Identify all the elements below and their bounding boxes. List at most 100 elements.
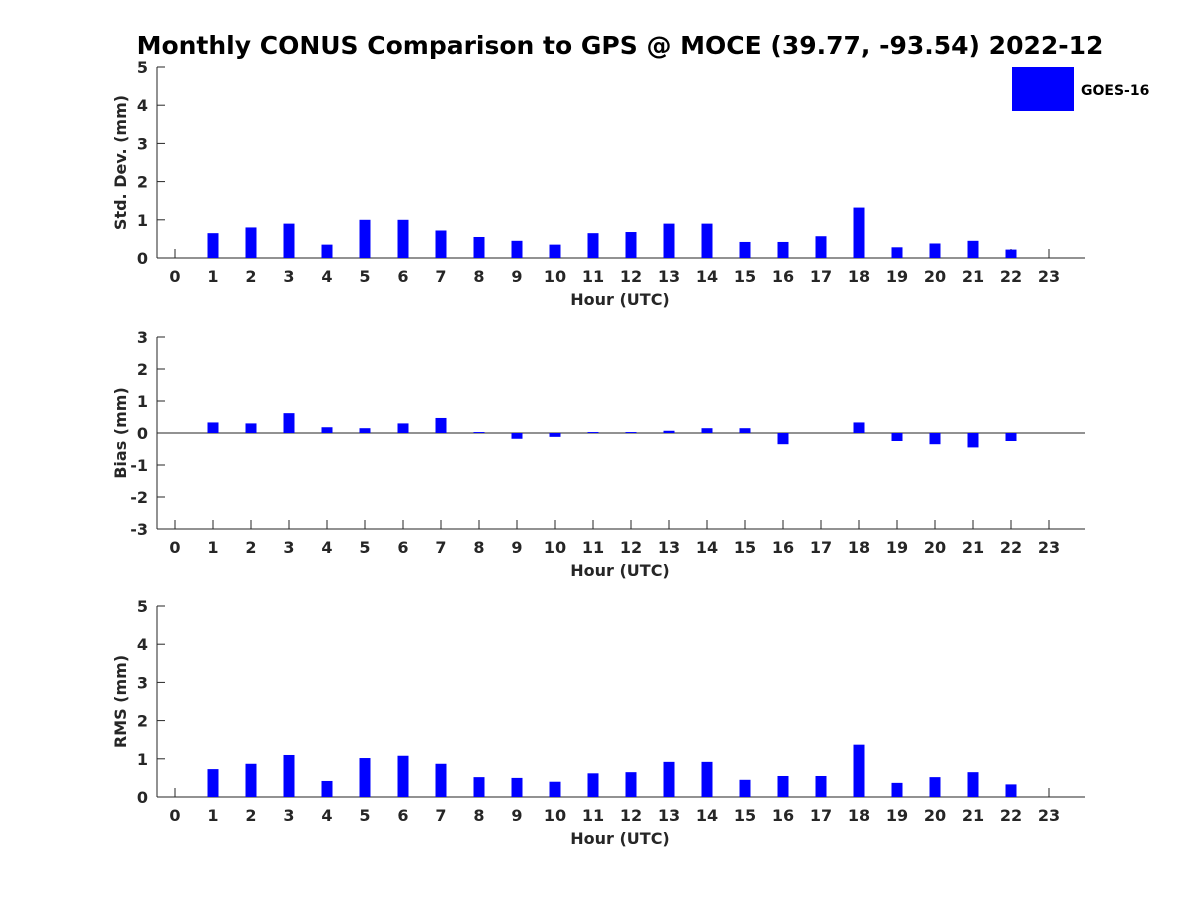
x-tick-label: 12 [620,806,642,825]
x-axis-label: Hour (UTC) [570,290,670,309]
x-tick-label: 13 [658,538,680,557]
bar-rms-hour-19 [891,782,903,797]
bar-std-hour-22 [1005,249,1017,258]
y-axis-label: Std. Dev. (mm) [111,95,130,230]
x-axis-label: Hour (UTC) [570,561,670,580]
legend-label: GOES-16 [1081,83,1149,99]
x-tick-label: 0 [169,538,180,557]
bar-std-hour-18 [853,207,865,258]
bar-std-hour-5 [359,219,371,258]
x-tick-label: 22 [1000,267,1022,286]
bar-bias-hour-21 [967,433,979,448]
bar-std-hour-1 [207,233,219,258]
x-tick-label: 17 [810,267,832,286]
y-tick-label: 2 [137,712,148,731]
x-tick-label: 10 [544,538,566,557]
bar-bias-hour-3 [283,413,295,433]
x-tick-label: 3 [283,538,294,557]
x-tick-label: 19 [886,806,908,825]
x-tick-label: 18 [848,538,870,557]
x-tick-label: 0 [169,806,180,825]
x-tick-label: 21 [962,806,984,825]
bar-std-hour-10 [549,244,561,258]
bar-std-hour-19 [891,247,903,258]
x-tick-label: 16 [772,806,794,825]
x-tick-label: 11 [582,267,604,286]
bar-bias-hour-22 [1005,433,1017,441]
bar-rms-hour-8 [473,777,485,797]
x-tick-label: 15 [734,806,756,825]
bar-bias-hour-18 [853,422,865,433]
x-tick-label: 20 [924,538,946,557]
y-tick-label: 2 [137,173,148,192]
x-tick-label: 14 [696,538,718,557]
y-tick-label: 3 [137,673,148,692]
x-tick-label: 10 [544,267,566,286]
bar-bias-hour-7 [435,417,447,433]
bar-rms-hour-15 [739,779,751,797]
bar-std-hour-20 [929,243,941,258]
bar-bias-hour-12 [625,432,637,433]
bar-rms-hour-22 [1005,784,1017,797]
bar-std-hour-17 [815,236,827,258]
y-tick-label: 4 [137,635,148,654]
x-tick-label: 18 [848,267,870,286]
x-tick-label: 9 [511,806,522,825]
bar-std-hour-21 [967,240,979,258]
bar-rms-hour-17 [815,775,827,797]
y-tick-label: 5 [137,58,148,77]
x-tick-label: 2 [245,538,256,557]
y-tick-label: 1 [137,750,148,769]
x-tick-label: 1 [207,806,218,825]
x-tick-label: 6 [397,267,408,286]
x-tick-label: 22 [1000,538,1022,557]
x-tick-label: 2 [245,267,256,286]
x-tick-label: 8 [473,806,484,825]
x-tick-label: 19 [886,538,908,557]
x-tick-label: 9 [511,538,522,557]
x-tick-label: 17 [810,806,832,825]
bar-rms-hour-7 [435,763,447,797]
bar-std-hour-16 [777,241,789,258]
x-tick-label: 21 [962,538,984,557]
x-tick-label: 7 [435,538,446,557]
x-tick-label: 16 [772,538,794,557]
bar-rms-hour-11 [587,773,599,797]
bar-std-hour-9 [511,240,523,258]
x-tick-label: 13 [658,806,680,825]
bar-rms-hour-9 [511,777,523,797]
x-tick-label: 1 [207,538,218,557]
y-tick-label: 2 [137,360,148,379]
x-tick-label: 22 [1000,806,1022,825]
bar-rms-hour-21 [967,772,979,797]
bar-rms-hour-16 [777,775,789,797]
bar-bias-hour-20 [929,433,941,445]
y-axis-label: RMS (mm) [111,655,130,748]
bar-std-hour-6 [397,219,409,258]
x-tick-label: 12 [620,538,642,557]
bar-rms-hour-3 [283,754,295,797]
bar-rms-hour-2 [245,763,257,797]
bar-bias-hour-11 [587,432,599,433]
bar-bias-hour-13 [663,430,675,433]
bar-bias-hour-15 [739,428,751,433]
bar-bias-hour-1 [207,422,219,433]
bar-rms-hour-1 [207,769,219,797]
y-tick-label: 1 [137,392,148,411]
bar-rms-hour-5 [359,758,371,797]
x-tick-label: 10 [544,806,566,825]
x-tick-label: 4 [321,538,332,557]
x-tick-label: 12 [620,267,642,286]
x-tick-label: 17 [810,538,832,557]
bar-rms-hour-12 [625,772,637,797]
x-tick-label: 15 [734,267,756,286]
x-tick-label: 23 [1038,538,1060,557]
x-tick-label: 23 [1038,806,1060,825]
bar-bias-hour-6 [397,423,409,433]
y-tick-label: -3 [130,520,148,539]
x-tick-label: 1 [207,267,218,286]
bar-std-hour-13 [663,223,675,258]
